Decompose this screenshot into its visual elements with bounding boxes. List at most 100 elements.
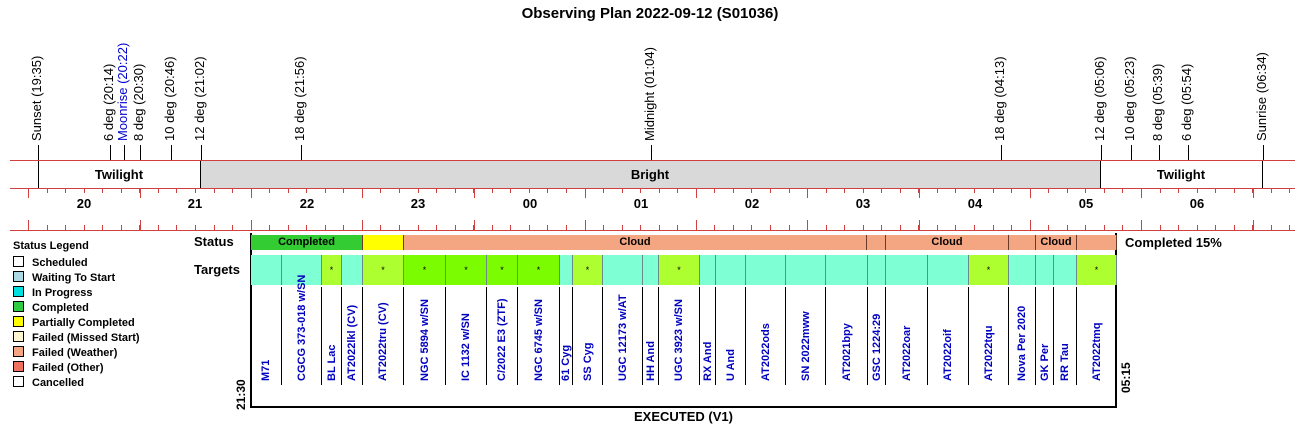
target-name-cell: AT2022lkl (CV): [342, 287, 363, 385]
target-status-cell: *: [969, 255, 1009, 285]
target-status-cell: [928, 255, 969, 285]
target-status-cell: [786, 255, 826, 285]
minor-tick: [566, 188, 567, 193]
event-label: 10 deg (20:46): [162, 56, 177, 141]
minor-tick: [214, 188, 215, 193]
target-name: AT2022tru (CV): [377, 302, 389, 381]
hour-label: 03: [855, 196, 871, 211]
minor-tick: [455, 225, 456, 230]
minor-tick: [881, 225, 882, 230]
minor-tick: [733, 225, 734, 230]
target-name-cell: AT2022tru (CV): [363, 287, 404, 385]
minor-tick: [455, 188, 456, 193]
status-row-label: Status: [194, 234, 234, 249]
target-name-cell: SS Cyg: [573, 287, 603, 385]
status-segment: [1009, 235, 1036, 250]
status-segment: [363, 235, 404, 250]
event-tick: [201, 145, 202, 161]
minor-tick: [770, 225, 771, 230]
legend-item: In Progress: [13, 286, 93, 299]
minor-tick: [993, 225, 994, 230]
target-name-cell: U And: [716, 287, 746, 385]
minor-tick: [955, 225, 956, 230]
minor-tick: [399, 188, 400, 193]
target-name-cell: GSC 1224:29: [868, 287, 886, 385]
minor-tick: [325, 188, 326, 193]
event-label: 12 deg (05:06): [1092, 56, 1107, 141]
legend-label: Failed (Missed Start): [32, 332, 140, 344]
target-status-cell: *: [446, 255, 487, 285]
target-name: 61 Cyg: [560, 344, 572, 381]
target-name-cell: GK Per: [1036, 287, 1054, 385]
legend-item: Cancelled: [13, 376, 84, 389]
minor-tick: [677, 188, 678, 193]
major-tick: [474, 188, 475, 198]
event-tick: [1131, 145, 1132, 161]
minor-tick: [1234, 225, 1235, 230]
target-name: AT2022oif: [942, 329, 954, 381]
minor-tick: [214, 225, 215, 230]
target-status-cell: *: [1077, 255, 1117, 285]
minor-tick: [1011, 188, 1012, 193]
target-name-cell: RX And: [700, 287, 716, 385]
major-tick: [696, 220, 697, 230]
target-name-cell: Nova Per 2020: [1009, 287, 1036, 385]
minor-tick: [121, 225, 122, 230]
minor-tick: [1122, 188, 1123, 193]
hour-label: 23: [410, 196, 426, 211]
event-tick: [1101, 145, 1102, 161]
minor-tick: [288, 188, 289, 193]
minor-tick: [176, 188, 177, 193]
minor-tick: [1067, 225, 1068, 230]
minor-tick: [139, 188, 140, 193]
target-status-cell: [1036, 255, 1054, 285]
event-tick: [1263, 145, 1264, 161]
target-status-cell: [868, 255, 886, 285]
minor-tick: [529, 188, 530, 193]
target-status-cell: [342, 255, 363, 285]
legend-item: Failed (Weather): [13, 346, 117, 359]
event-label: 10 deg (05:23): [1122, 56, 1137, 141]
minor-tick: [306, 225, 307, 230]
target-name-cell: AT2022oar: [886, 287, 928, 385]
event-tick: [124, 145, 125, 161]
minor-tick: [1271, 188, 1272, 193]
target-status-cell: [603, 255, 643, 285]
legend-label: In Progress: [32, 287, 93, 299]
legend-swatch: [13, 286, 24, 297]
minor-tick: [1215, 188, 1216, 193]
target-name-cell: BL Lac: [322, 287, 342, 385]
event-label: 6 deg (05:54): [1179, 63, 1194, 141]
event-label: Sunrise (06:34): [1254, 52, 1269, 141]
target-name: UGC 12173 w/AT: [616, 294, 629, 381]
minor-tick: [436, 225, 437, 230]
hour-label: 05: [1078, 196, 1094, 211]
end-time: 05:15: [1119, 362, 1133, 393]
minor-tick: [84, 225, 85, 230]
target-name: AT2022oar: [900, 325, 913, 381]
target-name: GK Per: [1038, 343, 1051, 381]
targets-row-label: Targets: [194, 262, 240, 277]
target-status-cell: [716, 255, 746, 285]
minor-tick: [195, 188, 196, 193]
target-status-cell: [282, 255, 322, 285]
minor-tick: [863, 188, 864, 193]
legend-item: Waiting To Start: [13, 271, 115, 284]
target-name: NGC 5894 w/SN: [418, 299, 431, 381]
target-status-cell: [1054, 255, 1077, 285]
target-name: IC 1132 w/SN: [460, 313, 472, 381]
legend-title: Status Legend: [13, 240, 89, 252]
minor-tick: [473, 225, 474, 230]
legend-label: Waiting To Start: [32, 272, 116, 284]
target-name: C/2022 E3 (ZTF): [496, 298, 508, 381]
major-tick: [1030, 188, 1031, 198]
minor-tick: [1289, 225, 1290, 230]
event-tick: [1159, 145, 1160, 161]
target-status-cell: [700, 255, 716, 285]
target-name: AT2022lkl (CV): [346, 304, 358, 381]
legend-label: Cancelled: [32, 377, 84, 389]
target-status-cell: *: [322, 255, 342, 285]
target-name-cell: C/2022 E3 (ZTF): [487, 287, 518, 385]
target-status-cell: [643, 255, 659, 285]
major-tick: [919, 220, 920, 230]
